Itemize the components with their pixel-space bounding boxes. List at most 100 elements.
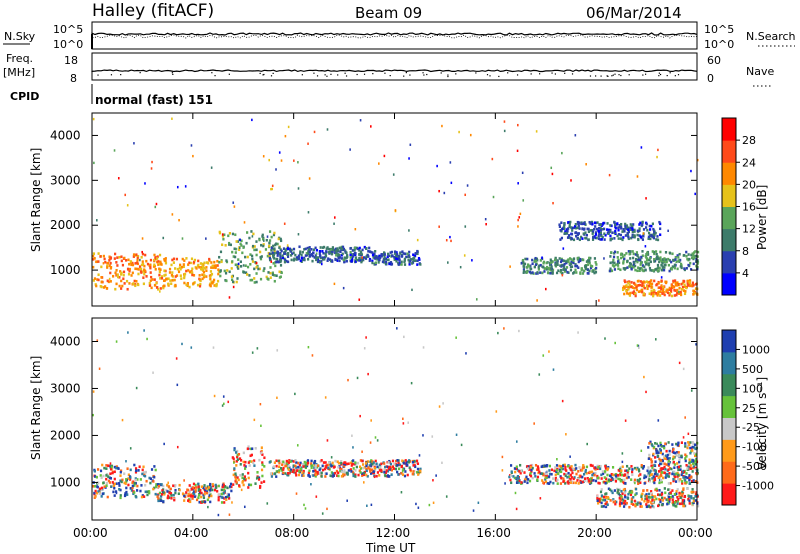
heatmap-cell [324,254,328,258]
heatmap-cell [287,461,290,464]
heatmap-cell [678,361,681,365]
heatmap-cell [654,268,657,271]
heatmap-cell [261,463,264,467]
heatmap-cell [237,258,240,261]
heatmap-cell [102,474,105,478]
heatmap-cell [185,491,188,494]
heatmap-cell [613,261,616,265]
heatmap-cell [655,255,659,259]
heatmap-cell [568,466,571,470]
heatmap-cell [303,256,306,260]
heatmap-cell [665,280,668,284]
heatmap-cell [656,263,660,267]
heatmap-cell [538,470,541,474]
heatmap-cell [522,269,526,273]
heatmap-cell [212,346,215,349]
heatmap-cell [354,256,358,259]
heatmap-cell [259,402,262,406]
heatmap-cell [664,258,668,261]
heatmap-cell [643,476,646,480]
heatmap-cell [665,288,668,292]
heatmap-cell [660,444,663,448]
heatmap-cell [243,477,246,481]
heatmap-cell [607,232,610,236]
heatmap-cell [460,443,463,447]
heatmap-cell [204,500,207,504]
heatmap-cell [330,471,333,474]
heatmap-cell [624,222,627,226]
heatmap-cell [572,481,575,485]
heatmap-cell [675,472,678,476]
heatmap-cell [693,256,696,259]
heatmap-cell [687,253,690,256]
heatmap-cell [617,477,620,481]
heatmap-cell [262,244,265,248]
heatmap-cell [599,490,603,494]
heatmap-cell [133,491,136,494]
heatmap-cell [570,179,572,182]
heatmap-cell [94,489,97,493]
heatmap-cell [352,467,355,470]
nave-point [642,74,644,76]
heatmap-cell [367,255,370,258]
nave-point [228,73,230,75]
heatmap-cell [153,475,156,479]
heatmap-cell [321,249,324,253]
heatmap-cell [175,357,178,360]
heatmap-cell [149,279,152,282]
heatmap-cell [594,468,597,471]
heatmap-cell [172,493,175,497]
heatmap-cell [183,281,186,285]
heatmap-cell [617,226,620,230]
heatmap-cell [568,236,571,239]
heatmap-cell [627,237,630,241]
heatmap-cell [285,247,289,251]
heatmap-cell [595,263,598,266]
heatmap-cell [561,477,564,480]
heatmap-cell [694,495,697,498]
heatmap-cell [177,270,181,274]
heatmap-cell [315,473,318,476]
heatmap-cell [286,466,290,470]
heatmap-cell [232,483,235,486]
heatmap-cell [380,254,383,258]
heatmap-cell [262,269,265,273]
heatmap-cell [174,284,177,288]
heatmap-cell [563,259,566,263]
heatmap-cell [160,275,164,278]
heatmap-cell [580,268,583,272]
heatmap-cell [247,461,250,464]
heatmap-cell [94,475,97,478]
heatmap-cell [112,490,115,494]
heatmap-cell [625,469,628,472]
heatmap-cell [598,232,601,236]
heatmap-cell [185,492,188,496]
heatmap-cell [647,284,651,288]
heatmap-cell [152,487,155,491]
heatmap-cell [623,253,626,257]
heatmap-cell [652,292,655,296]
heatmap-cell [253,281,256,284]
heatmap-cell [636,269,639,273]
heatmap-cell [611,466,615,469]
heatmap-cell [604,233,607,237]
heatmap-cell [575,467,578,470]
heatmap-cell [178,488,181,492]
heatmap-cell [350,253,353,256]
heatmap-cell [668,492,671,496]
heatmap-cell [270,475,273,478]
heatmap-cell [119,494,122,497]
heatmap-cell [546,464,549,467]
heatmap-cell [677,468,680,472]
heatmap-cell [157,287,160,291]
heatmap-cell [596,467,599,471]
heatmap-cell [531,466,534,470]
heatmap-cell [226,269,229,272]
heatmap-cell [201,264,204,267]
heatmap-cell [690,389,693,392]
heatmap-cell [696,504,700,508]
heatmap-cell [95,284,98,288]
heatmap-cell [691,458,694,462]
heatmap-cell [246,265,250,269]
heatmap-cell [93,257,96,260]
